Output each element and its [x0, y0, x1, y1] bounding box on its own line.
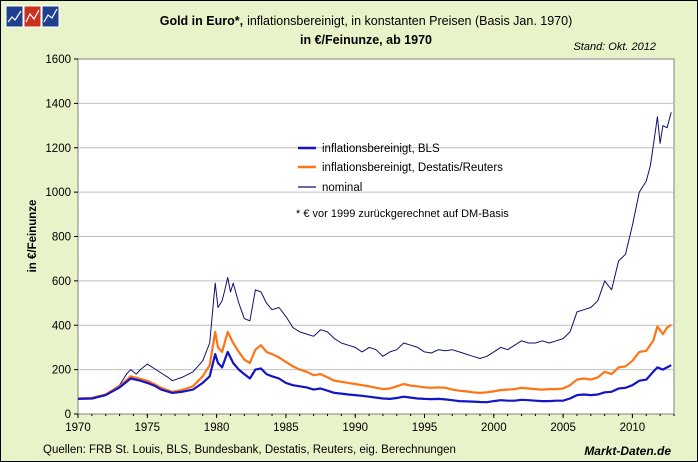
y-tick-label: 1000 — [45, 187, 71, 199]
series-lines — [77, 112, 672, 404]
legend: inflationsbereinigt, BLS inflationsberein… — [298, 143, 503, 194]
x-tick-label: 1995 — [412, 422, 438, 434]
title-rest: inflationsbereinigt, in konstanten Preis… — [247, 14, 572, 28]
chart-title: Gold in Euro*, inflationsbereinigt, in ko… — [160, 14, 573, 28]
grid — [78, 102, 674, 371]
x-tick-label: 1985 — [273, 422, 299, 434]
x-tick-label: 2010 — [620, 422, 646, 434]
y-axis: 0 200 400 600 800 1000 1200 1400 1600 — [45, 54, 78, 421]
legend-label-2: nominal — [322, 182, 362, 194]
sources: Quellen: FRB St. Louis, BLS, Bundesbank,… — [43, 444, 456, 456]
x-tick-label: 1970 — [65, 422, 91, 434]
x-tick-label: 1980 — [204, 422, 230, 434]
markt-daten-logo — [5, 5, 60, 28]
stand-date: Stand: Okt. 2012 — [573, 41, 656, 53]
series-line-1 — [77, 323, 672, 400]
legend-label-1: inflationsbereinigt, Destatis/Reuters — [322, 162, 503, 174]
x-tick-label: 2005 — [550, 422, 576, 434]
y-tick-label: 1200 — [45, 143, 71, 155]
legend-label-0: inflationsbereinigt, BLS — [322, 143, 440, 155]
x-tick-label: 1975 — [135, 422, 161, 434]
y-axis-label: in €/Feinunze — [27, 200, 39, 273]
series-line-0 — [77, 350, 672, 404]
y-tick-label: 0 — [65, 409, 71, 421]
chart-subtitle: in €/Feinunze, ab 1970 — [300, 33, 432, 47]
y-tick-label: 1600 — [45, 54, 71, 66]
brand: Markt-Daten.de — [584, 444, 671, 458]
y-tick-label: 400 — [52, 320, 71, 332]
footnote: * € vor 1999 zurückgerechnet auf DM-Basi… — [296, 208, 509, 220]
y-tick-label: 200 — [52, 365, 71, 377]
y-tick-label: 1400 — [45, 98, 71, 110]
y-tick-label: 800 — [52, 232, 71, 244]
x-axis: 1970 1975 1980 1985 1990 1995 2000 2005 2010 — [65, 414, 675, 434]
series-line-2 — [77, 112, 672, 400]
x-tick-label: 2000 — [481, 422, 507, 434]
y-tick-label: 600 — [52, 276, 71, 288]
x-tick-label: 1990 — [342, 422, 368, 434]
title-bold: Gold in Euro*, — [160, 14, 243, 28]
